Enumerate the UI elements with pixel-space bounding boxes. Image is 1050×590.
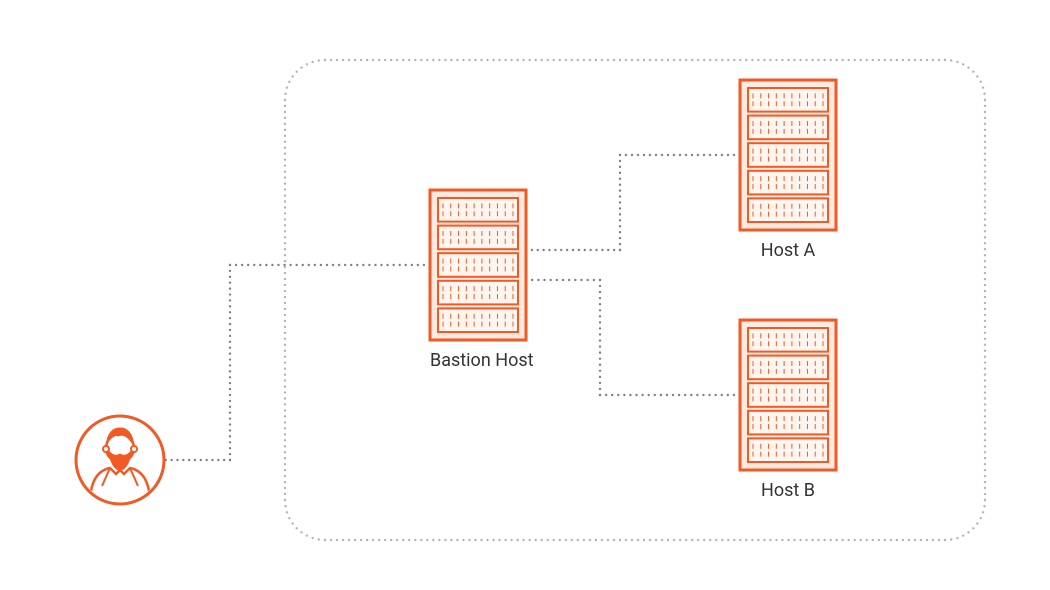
user-icon [76,416,164,504]
network-boundary [284,59,986,541]
label-host-a: Host A [740,240,836,261]
label-bastion: Bastion Host [430,350,526,371]
diagram-stage: Bastion Host Host A Host B [0,0,1050,590]
diagram-svg [0,0,1050,590]
host-b-server-icon [740,320,836,470]
host-a-server-icon [740,80,836,230]
label-host-b: Host B [740,480,836,501]
bastion-server-icon [430,190,526,340]
